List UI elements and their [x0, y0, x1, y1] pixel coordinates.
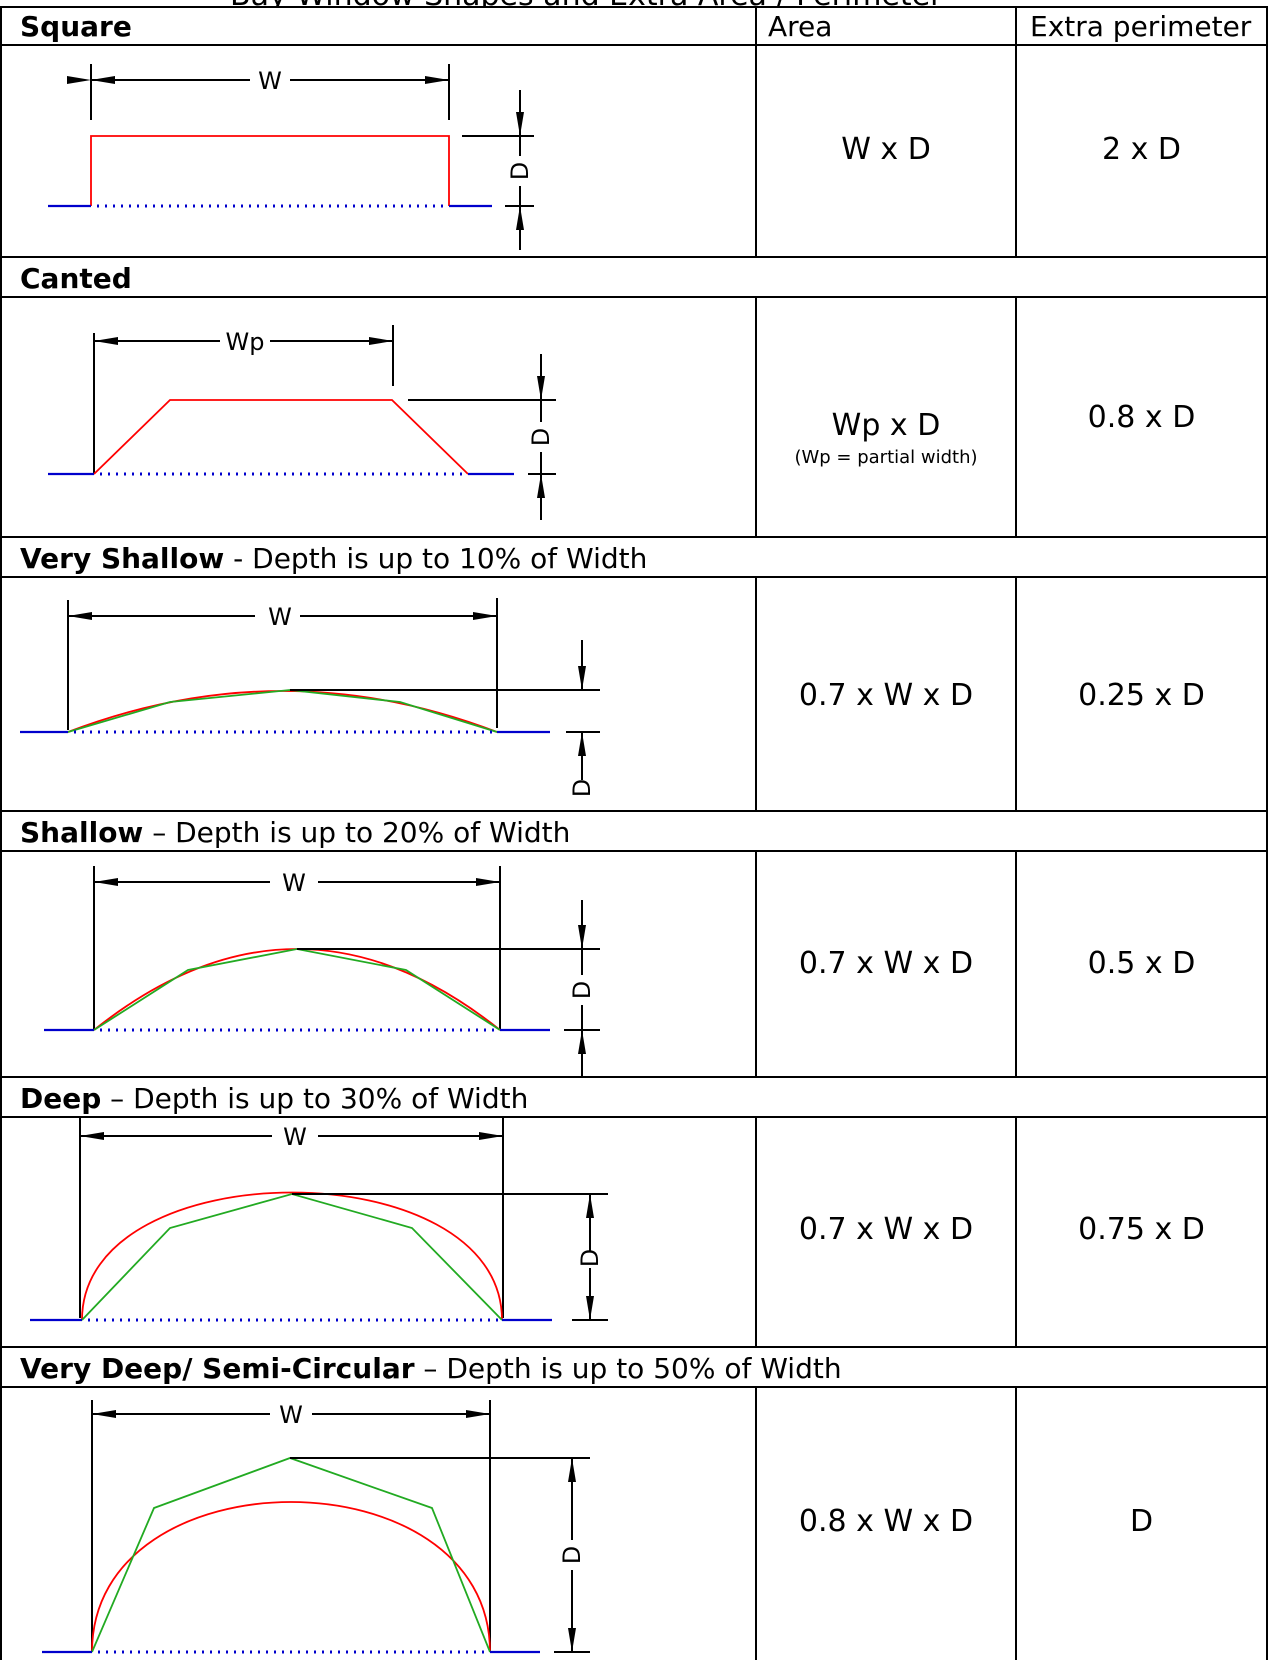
col-divider [755, 6, 757, 258]
very-deep-depth-label: D [558, 1546, 586, 1564]
row-divider [0, 296, 1268, 298]
very-shallow-width-label: W [268, 603, 292, 631]
area-cell-square: W x D [841, 132, 931, 167]
square-diagram: W D [48, 64, 534, 250]
area-cell-deep: 0.7 x W x D [798, 1212, 974, 1247]
perimeter-cell-square: 2 x D [1101, 132, 1181, 167]
perimeter-cell-very-shallow: 0.25 x D [1078, 678, 1205, 713]
very-shallow-depth-label: D [568, 779, 596, 797]
section-title-canted: Canted [20, 262, 132, 295]
column-header-extra-perimeter: Extra perimeter [1030, 10, 1252, 43]
col-divider [755, 576, 757, 812]
shallow-width-label: W [282, 869, 306, 897]
row-divider [0, 256, 1268, 258]
perimeter-cell-shallow: 0.5 x D [1087, 946, 1196, 981]
row-divider [0, 1116, 1268, 1118]
very-deep-diagram: W D [42, 1400, 590, 1654]
perimeter-cell-very-deep: D [1129, 1504, 1154, 1539]
shallow-diagram: W D [44, 866, 600, 1076]
col-divider [755, 850, 757, 1078]
col-divider [755, 296, 757, 538]
square-width-label: W [258, 67, 282, 95]
section-title-deep: Deep – Depth is up to 30% of Width [20, 1082, 529, 1115]
row-divider [0, 576, 1268, 578]
shallow-depth-label: D [568, 981, 596, 999]
area-cell-very-shallow: 0.7 x W x D [798, 678, 974, 713]
table-top-border [0, 6, 1268, 8]
col-divider [755, 1386, 757, 1660]
area-cell-canted: Wp x D (Wp = partial width) [757, 408, 1015, 468]
col-divider [1015, 1386, 1017, 1660]
perimeter-cell-deep: 0.75 x D [1078, 1212, 1205, 1247]
col-divider [1015, 6, 1017, 258]
area-cell-shallow: 0.7 x W x D [798, 946, 974, 981]
row-divider [0, 810, 1268, 812]
area-cell-very-deep: 0.8 x W x D [798, 1504, 974, 1539]
square-depth-label: D [506, 162, 534, 180]
section-title-shallow: Shallow – Depth is up to 20% of Width [20, 816, 571, 849]
section-title-very-deep: Very Deep/ Semi-Circular – Depth is up t… [20, 1352, 842, 1385]
col-divider [1015, 296, 1017, 538]
deep-diagram: W D [30, 1118, 608, 1322]
canted-diagram: Wp D [48, 325, 556, 520]
table-right-border [1266, 6, 1268, 1660]
row-divider [0, 1076, 1268, 1078]
area-note: (Wp = partial width) [794, 447, 978, 468]
very-shallow-diagram: W D [20, 598, 600, 797]
top-title: Bay Window Shapes and Extra Area / Perim… [230, 0, 943, 8]
row-divider [0, 44, 1268, 46]
row-divider [0, 536, 1268, 538]
row-divider [0, 1346, 1268, 1348]
col-divider [1015, 1116, 1017, 1348]
section-title-very-shallow: Very Shallow - Depth is up to 10% of Wid… [20, 542, 648, 575]
very-deep-width-label: W [279, 1401, 303, 1429]
deep-width-label: W [283, 1123, 307, 1151]
col-divider [1015, 576, 1017, 812]
top-title-strip: Bay Window Shapes and Extra Area / Perim… [0, 0, 1268, 8]
row-divider [0, 1386, 1268, 1388]
perimeter-cell-canted: 0.8 x D [1087, 400, 1196, 435]
column-header-area: Area [768, 10, 833, 43]
table-left-border [0, 6, 2, 1660]
deep-depth-label: D [576, 1249, 604, 1267]
canted-depth-label: D [527, 428, 555, 446]
canted-width-label: Wp [226, 328, 265, 356]
col-divider [755, 1116, 757, 1348]
col-divider [1015, 850, 1017, 1078]
row-divider [0, 850, 1268, 852]
section-title-square: Square [20, 10, 132, 43]
